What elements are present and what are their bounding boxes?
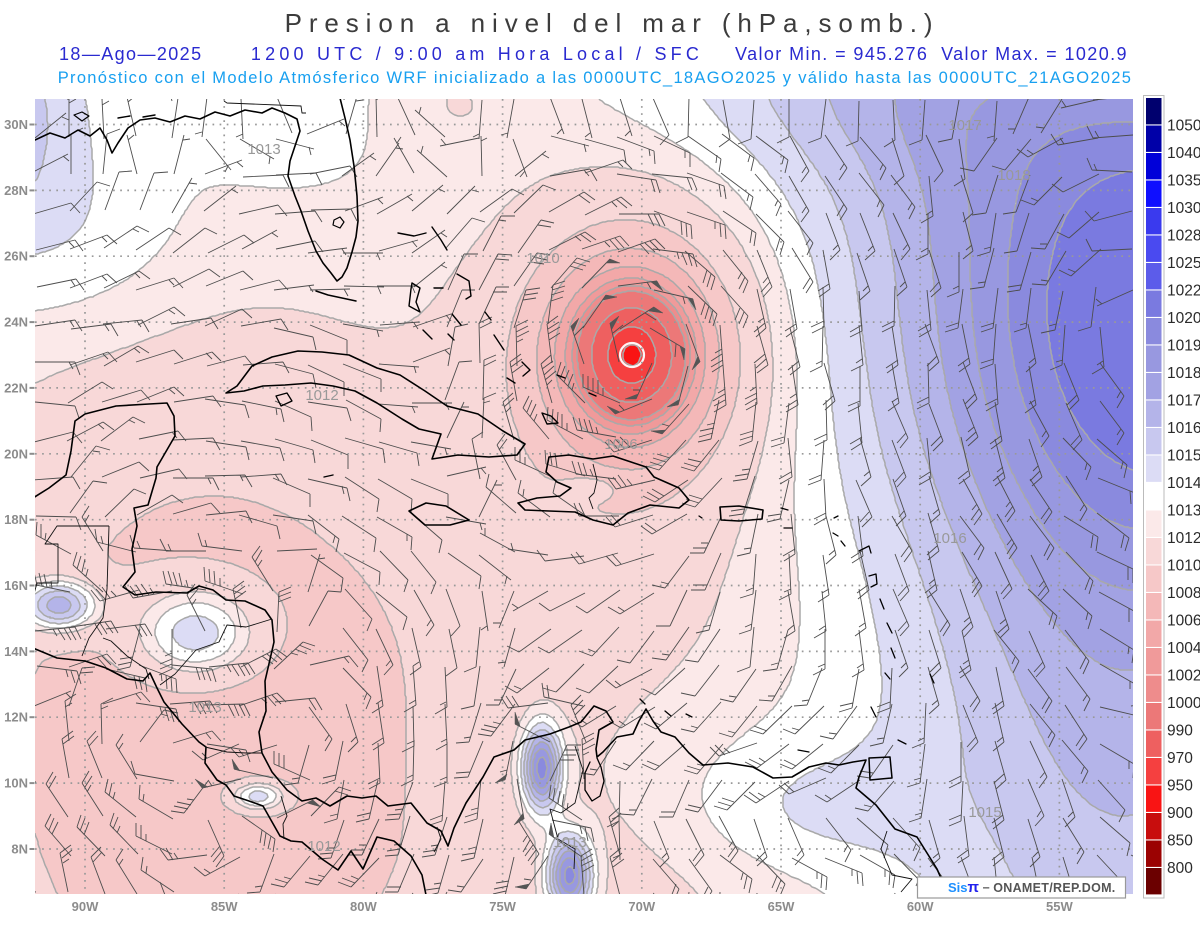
svg-text:950: 950 bbox=[1167, 778, 1193, 795]
svg-text:1016: 1016 bbox=[933, 530, 966, 547]
svg-text:1004: 1004 bbox=[1167, 640, 1200, 657]
svg-text:1012: 1012 bbox=[307, 838, 340, 855]
svg-text:800: 800 bbox=[1167, 860, 1193, 877]
svg-text:1015: 1015 bbox=[968, 804, 1001, 821]
svg-text:1015: 1015 bbox=[1167, 448, 1200, 465]
svg-text:1030: 1030 bbox=[1167, 200, 1200, 217]
svg-text:18N: 18N bbox=[4, 512, 28, 527]
svg-text:1017: 1017 bbox=[1167, 393, 1200, 410]
svg-text:26N: 26N bbox=[4, 249, 28, 264]
svg-text:1013: 1013 bbox=[188, 699, 221, 716]
svg-text:1010: 1010 bbox=[526, 250, 559, 267]
svg-text:24N: 24N bbox=[4, 315, 28, 330]
svg-text:Sisπ − ONAMET/REP.DOM.: Sisπ − ONAMET/REP.DOM. bbox=[948, 879, 1116, 896]
svg-text:28N: 28N bbox=[4, 183, 28, 198]
svg-text:8N: 8N bbox=[11, 842, 28, 857]
svg-text:1013: 1013 bbox=[247, 141, 280, 158]
svg-text:1200 UTC / 9:00 am Hora Local: 1200 UTC / 9:00 am Hora Local / SFC bbox=[251, 44, 703, 64]
svg-text:30N: 30N bbox=[4, 117, 28, 132]
svg-text:1008: 1008 bbox=[1167, 585, 1200, 602]
svg-text:Valor Min. = 945.276 Valor Ma: Valor Min. = 945.276 Valor Max. = 1020.9 bbox=[735, 44, 1128, 64]
svg-text:1002: 1002 bbox=[1167, 668, 1200, 685]
svg-text:90W: 90W bbox=[72, 899, 99, 914]
svg-text:1006: 1006 bbox=[604, 436, 637, 453]
svg-text:1019: 1019 bbox=[1167, 338, 1200, 355]
svg-text:1016: 1016 bbox=[1167, 420, 1200, 437]
svg-text:14N: 14N bbox=[4, 644, 28, 659]
svg-text:12N: 12N bbox=[4, 710, 28, 725]
svg-text:20N: 20N bbox=[4, 446, 28, 461]
svg-text:16N: 16N bbox=[4, 578, 28, 593]
svg-text:1010: 1010 bbox=[1167, 558, 1200, 575]
svg-text:1028: 1028 bbox=[1167, 228, 1200, 245]
svg-text:70W: 70W bbox=[628, 899, 655, 914]
svg-text:1017: 1017 bbox=[948, 117, 981, 134]
svg-text:1006: 1006 bbox=[1167, 613, 1200, 630]
svg-text:Pronóstico con el Modelo Atmós: Pronóstico con el Modelo Atmósferico WRF… bbox=[58, 69, 1133, 87]
svg-text:55W: 55W bbox=[1046, 899, 1073, 914]
svg-text:1014: 1014 bbox=[1167, 475, 1200, 492]
svg-text:1012: 1012 bbox=[1167, 530, 1200, 547]
svg-text:Presion a nivel del mar (hPa,s: Presion a nivel del mar (hPa,somb.) bbox=[285, 8, 940, 38]
svg-text:75W: 75W bbox=[489, 899, 516, 914]
svg-text:900: 900 bbox=[1167, 805, 1193, 822]
svg-text:850: 850 bbox=[1167, 833, 1193, 850]
svg-text:1020: 1020 bbox=[1167, 310, 1200, 327]
svg-text:1050: 1050 bbox=[1167, 118, 1200, 135]
svg-text:1025: 1025 bbox=[1167, 255, 1200, 272]
svg-text:22N: 22N bbox=[4, 380, 28, 395]
svg-text:970: 970 bbox=[1167, 750, 1193, 767]
svg-text:1040: 1040 bbox=[1167, 145, 1200, 162]
svg-text:10N: 10N bbox=[4, 776, 28, 791]
svg-text:1018: 1018 bbox=[1167, 365, 1200, 382]
svg-text:1022: 1022 bbox=[1167, 283, 1200, 300]
svg-text:65W: 65W bbox=[768, 899, 795, 914]
svg-text:1012: 1012 bbox=[305, 387, 338, 404]
svg-text:990: 990 bbox=[1167, 723, 1193, 740]
svg-text:1000: 1000 bbox=[1167, 695, 1200, 712]
svg-text:1035: 1035 bbox=[1167, 173, 1200, 190]
svg-text:18—Ago—2025: 18—Ago—2025 bbox=[59, 44, 203, 64]
svg-text:1013: 1013 bbox=[1167, 503, 1200, 520]
svg-text:60W: 60W bbox=[907, 899, 934, 914]
svg-text:85W: 85W bbox=[211, 899, 238, 914]
svg-text:1018: 1018 bbox=[997, 167, 1030, 184]
svg-text:80W: 80W bbox=[350, 899, 377, 914]
svg-text:1013: 1013 bbox=[553, 834, 586, 851]
